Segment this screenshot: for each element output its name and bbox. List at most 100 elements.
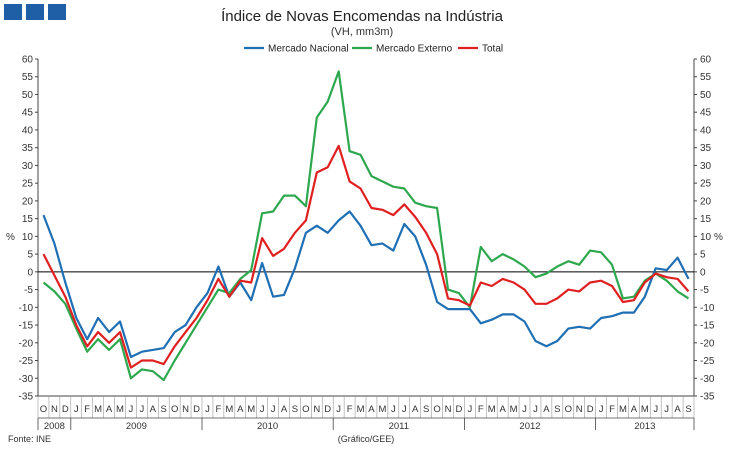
source-note: Fonte: INE	[8, 434, 51, 444]
x-tick-label: F	[215, 404, 221, 415]
logo-block-3	[48, 4, 66, 20]
y-tick-label-right: 60	[700, 55, 712, 66]
x-tick-label: J	[74, 404, 79, 415]
x-tick-label: M	[378, 404, 386, 415]
x-tick-label: S	[554, 404, 560, 415]
x-year-label: 2011	[389, 421, 409, 432]
y-tick-label-left: 10	[22, 232, 34, 243]
plot-area	[37, 59, 695, 396]
x-tick-label: M	[488, 404, 496, 415]
x-tick-label: D	[62, 404, 69, 415]
x-tick-label: S	[685, 404, 691, 415]
x-tick-label: J	[653, 404, 658, 415]
legend: Mercado Nacional Mercado Externo Total	[244, 44, 503, 55]
chart-title: Índice de Novas Encomendas na Indústria	[221, 8, 503, 25]
x-tick-label: O	[40, 404, 47, 415]
x-tick-label: J	[139, 404, 144, 415]
x-year-label: 2012	[519, 421, 540, 432]
x-tick-label: S	[161, 404, 167, 415]
x-tick-label: J	[467, 404, 472, 415]
y-tick-label-left: 30	[22, 161, 34, 172]
x-tick-label: J	[271, 404, 276, 415]
y-tick-label-right: 40	[700, 125, 712, 136]
x-tick-label: A	[631, 404, 638, 415]
y-tick-label-right: -10	[700, 303, 715, 314]
x-tick-label: N	[445, 404, 452, 415]
y-tick-label-left: -5	[24, 285, 33, 296]
y-tick-label-right: 15	[700, 214, 712, 225]
x-tick-label: M	[619, 404, 627, 415]
x-tick-label: A	[106, 404, 113, 415]
x-tick-label: J	[599, 404, 604, 415]
x-tick-label: M	[247, 404, 255, 415]
y-tick-label-left: 5	[27, 250, 33, 261]
logo-block-2	[26, 4, 44, 20]
x-tick-label: M	[641, 404, 649, 415]
y-tick-label-right: -15	[700, 321, 715, 332]
x-year-label: 2010	[257, 421, 278, 432]
x-year-label: 2009	[126, 421, 147, 432]
x-tick-label: J	[205, 404, 210, 415]
y-tick-label-left: -20	[19, 338, 34, 349]
x-tick-label: D	[587, 404, 594, 415]
y-tick-label-left: 50	[22, 90, 34, 101]
x-tick-label: D	[324, 404, 331, 415]
x-tick-label: J	[391, 404, 396, 415]
x-tick-label: O	[171, 404, 178, 415]
y-tick-label-left: -15	[19, 321, 34, 332]
legend-label: Mercado Nacional	[268, 44, 349, 55]
y-tick-label-right: -25	[700, 356, 715, 367]
x-tick-label: M	[94, 404, 102, 415]
x-tick-label: M	[225, 404, 233, 415]
y-tick-label-left: -25	[19, 356, 34, 367]
x-tick-label: A	[368, 404, 375, 415]
x-tick-label: J	[129, 404, 134, 415]
y-tick-label-right: -5	[700, 285, 709, 296]
y-tick-label-right: -30	[700, 374, 715, 385]
y-tick-label-left: 40	[22, 125, 34, 136]
x-tick-label: O	[565, 404, 572, 415]
y-axis-label-left: %	[6, 232, 15, 243]
y-tick-label-right: 45	[700, 108, 712, 119]
x-tick-label: A	[543, 404, 550, 415]
legend-label: Mercado Externo	[376, 44, 453, 55]
y-tick-label-left: 60	[22, 55, 34, 66]
x-tick-label: A	[412, 404, 419, 415]
x-tick-label: O	[433, 404, 440, 415]
series-line-mercado-nacional	[42, 210, 690, 359]
x-tick-label: A	[150, 404, 157, 415]
x-tick-label: F	[347, 404, 353, 415]
y-tick-label-left: 35	[22, 143, 34, 154]
series-line-mercado-externo	[42, 70, 690, 382]
y-axis-label-right: %	[714, 232, 723, 243]
x-tick-label: S	[292, 404, 298, 415]
logo	[4, 4, 66, 20]
x-tick-label: S	[423, 404, 429, 415]
y-tick-label-right: -35	[700, 392, 715, 403]
y-tick-label-left: 15	[22, 214, 34, 225]
x-tick-label: F	[478, 404, 484, 415]
x-tick-label: O	[302, 404, 309, 415]
x-tick-label: N	[182, 404, 189, 415]
legend-label: Total	[482, 44, 503, 55]
y-tick-label-right: -20	[700, 338, 715, 349]
x-year-label: 2013	[634, 421, 655, 432]
chart-subtitle: (VH, mm3m)	[331, 26, 393, 38]
x-tick-label: J	[522, 404, 527, 415]
y-tick-label-left: -10	[19, 303, 34, 314]
x-tick-label: A	[499, 404, 506, 415]
y-tick-label-right: 25	[700, 179, 712, 190]
y-tick-label-left: 55	[22, 72, 34, 83]
y-tick-label-left: 20	[22, 196, 34, 207]
y-tick-label-left: 45	[22, 108, 34, 119]
x-tick-label: M	[116, 404, 124, 415]
x-tick-label: A	[674, 404, 681, 415]
y-tick-label-right: 20	[700, 196, 712, 207]
x-tick-label: M	[357, 404, 365, 415]
x-tick-label: D	[193, 404, 200, 415]
y-tick-label-right: 10	[700, 232, 712, 243]
x-tick-label: J	[260, 404, 265, 415]
y-tick-label-right: 35	[700, 143, 712, 154]
y-tick-label-right: 55	[700, 72, 712, 83]
